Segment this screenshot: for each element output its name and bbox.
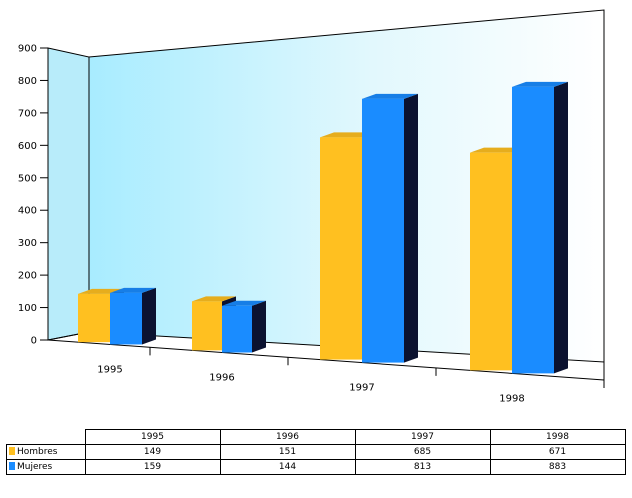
y-tick-label: 200 bbox=[18, 271, 37, 282]
table-header-row: 1995 1996 1997 1998 bbox=[6, 429, 626, 445]
legend-swatch-hombres bbox=[9, 447, 15, 455]
bar-mujeres-1995 bbox=[110, 287, 156, 345]
bar-front-face bbox=[470, 152, 512, 371]
legend-swatch-mujeres bbox=[9, 462, 15, 470]
table-cell: 685 bbox=[354, 444, 491, 460]
bar-front-face bbox=[78, 293, 110, 343]
bar-front-face bbox=[362, 98, 404, 363]
bar-side-face bbox=[252, 300, 266, 353]
bar-front-face bbox=[222, 305, 252, 353]
table-cell: 159 bbox=[84, 459, 221, 475]
bar-top-face bbox=[512, 81, 568, 87]
table-header-cell: 1995 bbox=[84, 429, 221, 445]
y-tick-label: 800 bbox=[18, 76, 37, 87]
x-tick-label: 1996 bbox=[209, 373, 234, 384]
bar-top-face bbox=[192, 296, 236, 302]
legend-label: Hombres bbox=[17, 447, 58, 457]
x-tick-label: 1998 bbox=[499, 393, 524, 404]
table-cell: 883 bbox=[489, 459, 626, 475]
legend-label: Mujeres bbox=[17, 462, 53, 472]
bar-top-face bbox=[110, 287, 156, 293]
bar-top-face bbox=[362, 93, 418, 99]
y-tick-label: 900 bbox=[18, 44, 37, 55]
table-header-cell: 1996 bbox=[219, 429, 356, 445]
table-header-cell: 1997 bbox=[354, 429, 491, 445]
table-header-cell: 1998 bbox=[489, 429, 626, 445]
x-tick-label: 1995 bbox=[97, 364, 122, 375]
x-tick-label: 1997 bbox=[349, 383, 374, 394]
bar-side-face bbox=[554, 81, 568, 374]
y-tick-label: 500 bbox=[18, 173, 37, 184]
y-tick-label: 300 bbox=[18, 238, 37, 249]
table-row-mujeres: Mujeres 159 144 813 883 bbox=[6, 459, 626, 475]
table-cell: 151 bbox=[219, 444, 356, 460]
table-row-hombres: Hombres 149 151 685 671 bbox=[6, 444, 626, 460]
bar-side-face bbox=[404, 93, 418, 363]
legend-hombres: Hombres bbox=[6, 444, 86, 460]
table-cell: 813 bbox=[354, 459, 491, 475]
y-tick-label: 0 bbox=[31, 336, 37, 347]
bar-mujeres-1998 bbox=[512, 81, 568, 374]
table-cell: 671 bbox=[489, 444, 626, 460]
bar-front-face bbox=[192, 301, 222, 351]
table-cell: 144 bbox=[219, 459, 356, 475]
y-tick-label: 100 bbox=[18, 303, 37, 314]
bar-side-face bbox=[142, 287, 156, 345]
y-tick-label: 700 bbox=[18, 108, 37, 119]
bar-top-face bbox=[222, 300, 266, 306]
y-tick-label: 400 bbox=[18, 206, 37, 217]
bar-mujeres-1996 bbox=[222, 300, 266, 353]
legend-mujeres: Mujeres bbox=[6, 459, 86, 475]
bar-front-face bbox=[320, 137, 362, 360]
table-cell: 149 bbox=[84, 444, 221, 460]
data-table: 1995 1996 1997 1998 Hombres 149 151 685 … bbox=[6, 429, 626, 475]
floor-front-edge bbox=[47, 339, 605, 381]
bar-front-face bbox=[110, 292, 142, 345]
y-tick-label: 600 bbox=[18, 141, 37, 152]
bar-front-face bbox=[512, 86, 554, 374]
bar-mujeres-1997 bbox=[362, 93, 418, 363]
table-corner bbox=[6, 429, 86, 445]
bar-chart: 0 100 200 300 400 500 600 700 800 900 1995 1996 199… bbox=[18, 9, 605, 404]
